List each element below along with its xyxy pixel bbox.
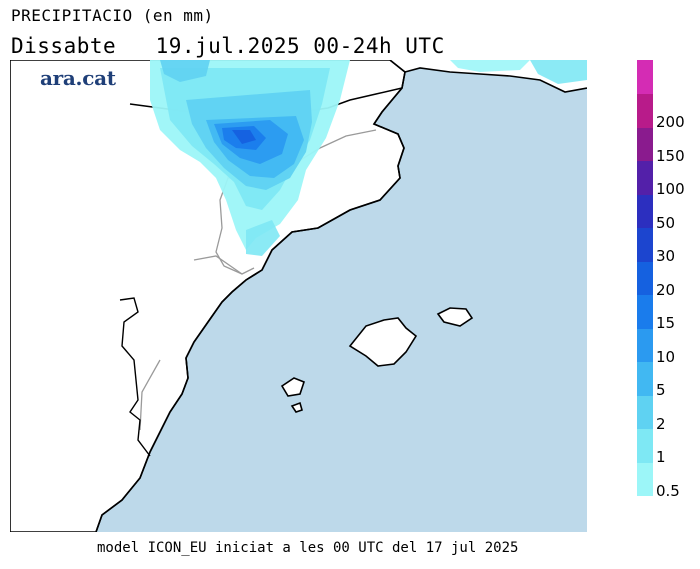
menorca-island — [436, 307, 474, 327]
formentera-island — [290, 401, 303, 413]
legend-swatch — [637, 361, 653, 396]
precipitation-legend: 0.5 1 2 5 10 15 20 30 50 100 150 200 — [630, 60, 700, 500]
eivissa-island — [280, 377, 305, 397]
map-subtitle: Dissabte 19.jul.2025 00-24h UTC — [11, 34, 445, 58]
legend-label: 50 — [656, 213, 676, 232]
legend-swatch — [637, 60, 653, 95]
legend-label: 30 — [656, 247, 676, 266]
france-coast — [404, 67, 587, 93]
legend-swatch — [637, 328, 653, 363]
mallorca-island — [348, 317, 418, 367]
legend-swatch — [637, 294, 653, 329]
legend-swatch — [637, 194, 653, 229]
legend-label: 2 — [656, 414, 666, 433]
legend-swatch — [637, 428, 653, 463]
legend-label: 150 — [656, 146, 685, 165]
legend-swatch — [637, 93, 653, 128]
legend-label: 100 — [656, 180, 685, 199]
western-frame-coast — [119, 297, 151, 457]
legend-label: 1 — [656, 448, 666, 467]
legend-swatch — [637, 462, 653, 497]
coastline — [95, 60, 406, 532]
precipitation-field — [150, 60, 587, 256]
legend-label: 15 — [656, 314, 676, 333]
legend-swatch — [637, 395, 653, 430]
legend-label: 10 — [656, 347, 676, 366]
legend-swatch — [637, 261, 653, 296]
legend-label: 200 — [656, 113, 685, 132]
brand-logo[interactable]: ara.cat — [40, 66, 116, 90]
map-title: PRECIPITACIO (en mm) — [11, 6, 214, 25]
legend-swatch — [637, 127, 653, 162]
legend-label: 0.5 — [656, 482, 680, 500]
model-footer: model ICON_EU iniciat a les 00 UTC del 1… — [97, 540, 519, 556]
legend-swatch — [637, 227, 653, 262]
precipitation-map — [10, 60, 587, 532]
legend-swatch — [637, 160, 653, 195]
legend-label: 20 — [656, 280, 676, 299]
legend-label: 5 — [656, 381, 666, 400]
